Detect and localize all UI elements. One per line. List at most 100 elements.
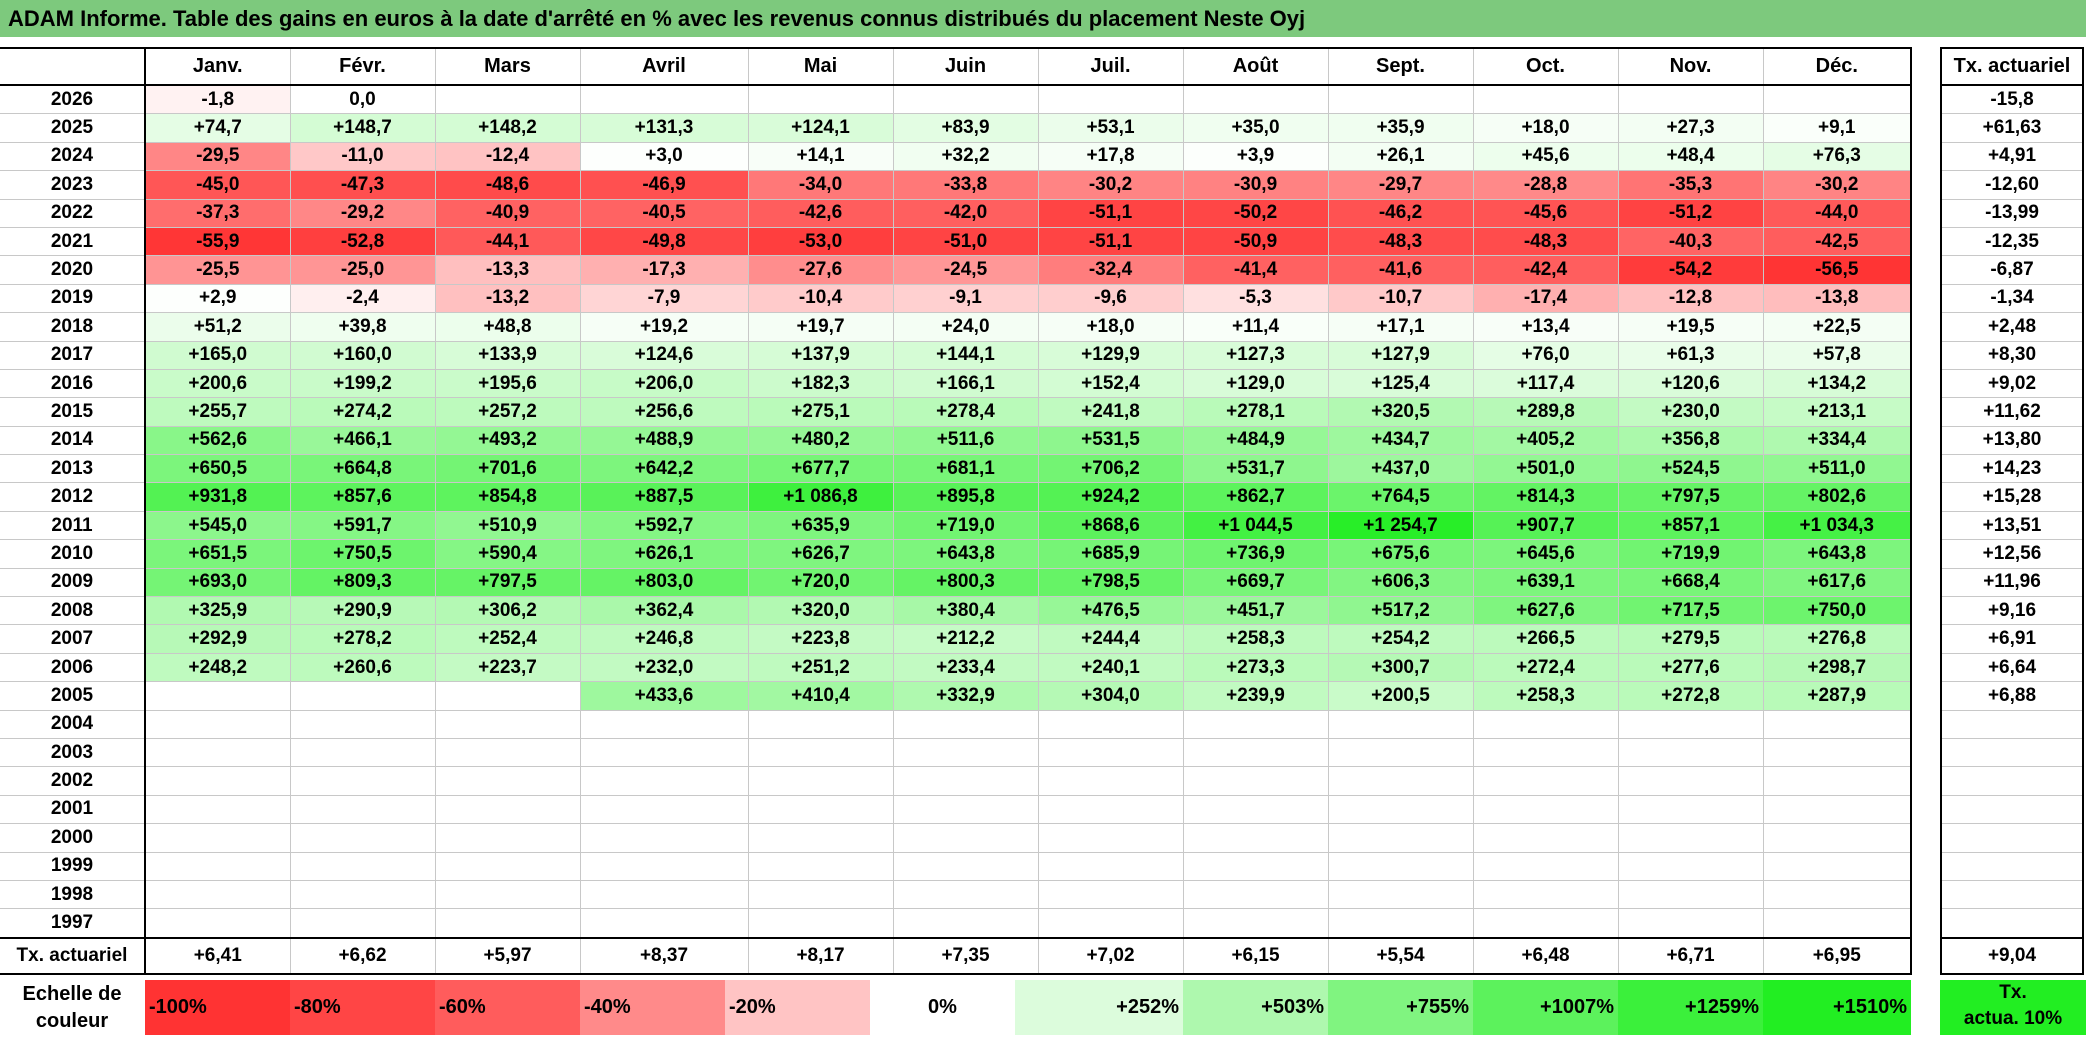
gain-cell	[1183, 880, 1329, 910]
gain-cell	[1763, 880, 1912, 910]
gains-table: Janv. Févr. Mars Avril Mai Juin Juil. Août Sept.…	[0, 47, 1912, 975]
gain-cell	[580, 880, 749, 910]
gain-cell: +1 086,8	[748, 482, 894, 512]
gain-cell	[290, 738, 436, 768]
gain-cell: +120,6	[1618, 369, 1764, 399]
table-row: 2026 -1,8 0,0	[0, 85, 1912, 115]
table-row: 2008 +325,9 +290,9 +306,2 +362,4 +320,0 +380,4…	[0, 596, 1912, 626]
gain-cell: +48,8	[435, 312, 581, 342]
color-scale-label: Echelle de couleur	[0, 978, 144, 1037]
gain-cell	[1618, 852, 1764, 881]
gain-cell: -17,3	[580, 255, 749, 285]
month-header-row: Janv. Févr. Mars Avril Mai Juin Juil. Août Sept.…	[0, 48, 1912, 86]
gain-cell	[1038, 795, 1184, 825]
gain-cell: +24,0	[893, 312, 1039, 342]
gain-cell	[1038, 823, 1184, 853]
gain-cell	[1473, 738, 1619, 768]
gain-cell: +857,6	[290, 482, 436, 512]
gain-cell: +124,6	[580, 341, 749, 370]
gain-cell: +199,2	[290, 369, 436, 399]
total-cell: +5,97	[435, 936, 581, 975]
gain-cell: -10,4	[748, 284, 894, 314]
gain-cell: +798,5	[1038, 568, 1184, 598]
rate-cell: +13,51	[1941, 511, 2083, 541]
gain-cell	[1763, 85, 1912, 115]
table-row: 2001	[0, 795, 1912, 825]
gain-cell: -40,9	[435, 199, 581, 228]
gain-cell: -48,6	[435, 170, 581, 200]
rate-cell	[1941, 852, 2083, 881]
gain-cell: +272,4	[1473, 653, 1619, 683]
gain-cell: +693,0	[145, 568, 291, 598]
gain-cell: +11,4	[1183, 312, 1329, 342]
gain-cell	[435, 681, 581, 711]
gain-cell: +531,7	[1183, 454, 1329, 484]
gain-cell	[893, 852, 1039, 881]
rate-cell: +13,80	[1941, 426, 2083, 456]
gain-cell: +274,2	[290, 397, 436, 427]
table-row: 1998	[0, 880, 1912, 910]
gain-cell: +287,9	[1763, 681, 1912, 711]
table-row: 2022 -37,3 -29,2 -40,9 -40,5 -42,6 -42,0 -51,1-…	[0, 199, 1912, 228]
gain-cell: +257,2	[435, 397, 581, 427]
month-header: Févr.	[290, 48, 436, 86]
gain-cell: +3,0	[580, 142, 749, 172]
gain-cell: +591,7	[290, 511, 436, 541]
color-scale-step: 0%	[870, 980, 1015, 1035]
gain-cell	[748, 85, 894, 115]
color-scale-step: +503%	[1183, 980, 1328, 1035]
gain-cell: -13,2	[435, 284, 581, 314]
gain-cell: +862,7	[1183, 482, 1329, 512]
gain-cell: +643,8	[893, 539, 1039, 569]
gain-cell: -7,9	[580, 284, 749, 314]
gain-cell	[748, 823, 894, 853]
rate-cell: +9,02	[1941, 369, 2083, 399]
gain-cell: +405,2	[1473, 426, 1619, 456]
gain-cell: +511,6	[893, 426, 1039, 456]
gain-cell: +887,5	[580, 482, 749, 512]
gain-cell: +617,6	[1763, 568, 1912, 598]
rate-cell: +6,91	[1941, 624, 2083, 654]
gain-cell	[1618, 766, 1764, 796]
gain-cell: +814,3	[1473, 482, 1619, 512]
gain-cell: -35,3	[1618, 170, 1764, 200]
gain-cell: +248,2	[145, 653, 291, 683]
gain-cell: -29,2	[290, 199, 436, 228]
table-row: 2018 +51,2 +39,8 +48,8 +19,2 +19,7 +24,0 +18,0 +…	[0, 312, 1912, 342]
gain-cell: +117,4	[1473, 369, 1619, 399]
gain-cell: -45,6	[1473, 199, 1619, 228]
gain-cell	[290, 681, 436, 711]
gain-cell: +907,7	[1473, 511, 1619, 541]
gain-cell: +325,9	[145, 596, 291, 626]
gain-cell: +362,4	[580, 596, 749, 626]
gain-cell	[580, 795, 749, 825]
gain-cell: -45,0	[145, 170, 291, 200]
gain-cell: +279,5	[1618, 624, 1764, 654]
gain-cell: +511,0	[1763, 454, 1912, 484]
table-row: 2015 +255,7 +274,2 +257,2 +256,6 +275,1 +278,4…	[0, 397, 1912, 427]
gain-cell: +643,8	[1763, 539, 1912, 569]
gain-cell	[1038, 880, 1184, 910]
gain-cell: +627,6	[1473, 596, 1619, 626]
gain-cell	[1183, 738, 1329, 768]
year-cell: 2024	[0, 142, 146, 172]
rate-cell: -6,87	[1941, 255, 2083, 285]
gain-cell: +764,5	[1328, 482, 1474, 512]
total-rate-cell: +9,04	[1941, 936, 2083, 975]
gain-cell: -42,6	[748, 199, 894, 228]
gain-cell: +410,4	[748, 681, 894, 711]
month-header: Déc.	[1763, 48, 1912, 86]
color-scale-step: +1259%	[1618, 980, 1763, 1035]
gain-cell	[748, 908, 894, 939]
gain-cell: +590,4	[435, 539, 581, 569]
gain-cell: -49,8	[580, 227, 749, 257]
gain-cell: +451,7	[1183, 596, 1329, 626]
gain-cell: +74,7	[145, 113, 291, 143]
gain-cell: +650,5	[145, 454, 291, 484]
gain-cell: -29,5	[145, 142, 291, 172]
gain-cell	[893, 795, 1039, 825]
gain-cell	[290, 766, 436, 796]
gain-cell	[748, 852, 894, 881]
year-cell: 1998	[0, 880, 146, 910]
gain-cell: +200,6	[145, 369, 291, 399]
